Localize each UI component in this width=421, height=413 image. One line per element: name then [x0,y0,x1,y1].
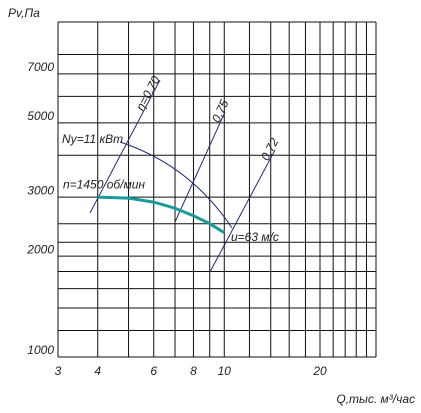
efficiency-line [174,111,226,223]
x-tick-label: 8 [190,364,197,378]
x-tick-label: 4 [94,364,101,378]
y-tick-label: 7000 [27,60,54,74]
efficiency-label: η=0,70 [133,73,163,113]
x-tick-label: 10 [218,364,232,378]
power-line [119,141,233,229]
efficiency-line [89,79,161,214]
power-label: Ny=11 кВт [62,132,123,146]
speed-label: u=63 м/с [231,230,279,244]
y-tick-label: 5000 [27,109,54,123]
x-tick-label: 20 [312,364,327,378]
y-axis-label: Pv,Па [8,6,40,20]
x-axis-label: Q,тыс. м³/час [336,392,415,406]
efficiency-label: 0,75 [209,97,232,124]
y-tick-label: 1000 [27,343,54,357]
x-tick-label: 6 [150,364,157,378]
x-tick-label: 3 [55,364,62,378]
y-tick-label: 2000 [26,242,54,256]
series-label: n=1450 об/мин [63,177,145,191]
efficiency-line [209,149,276,273]
fan-curve [97,195,226,234]
efficiency-label: 0,72 [258,135,281,162]
y-tick-label: 3000 [27,183,54,197]
